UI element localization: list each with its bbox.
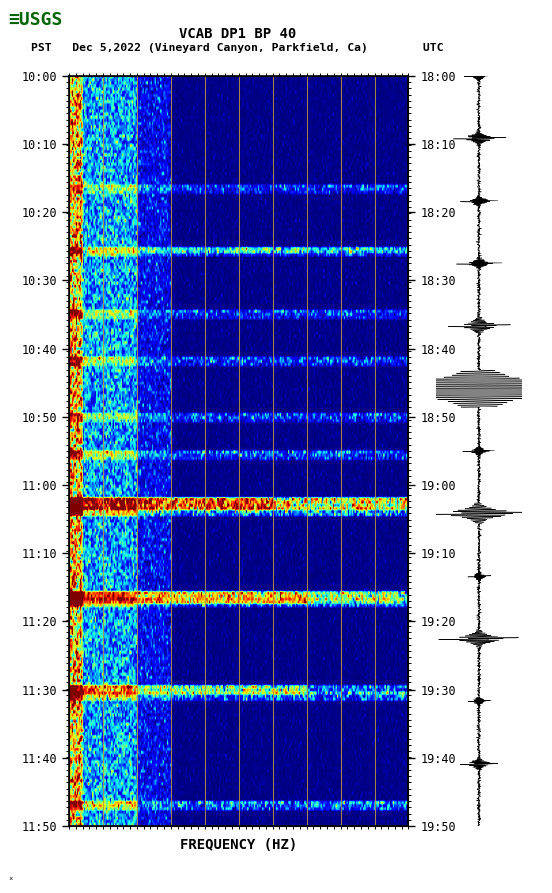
Text: ≡USGS: ≡USGS — [8, 11, 63, 29]
Text: ˣ: ˣ — [8, 876, 13, 886]
Text: PST   Dec 5,2022 (Vineyard Canyon, Parkfield, Ca)        UTC: PST Dec 5,2022 (Vineyard Canyon, Parkfie… — [31, 43, 444, 54]
Text: VCAB DP1 BP 40: VCAB DP1 BP 40 — [179, 27, 296, 41]
X-axis label: FREQUENCY (HZ): FREQUENCY (HZ) — [180, 839, 298, 853]
